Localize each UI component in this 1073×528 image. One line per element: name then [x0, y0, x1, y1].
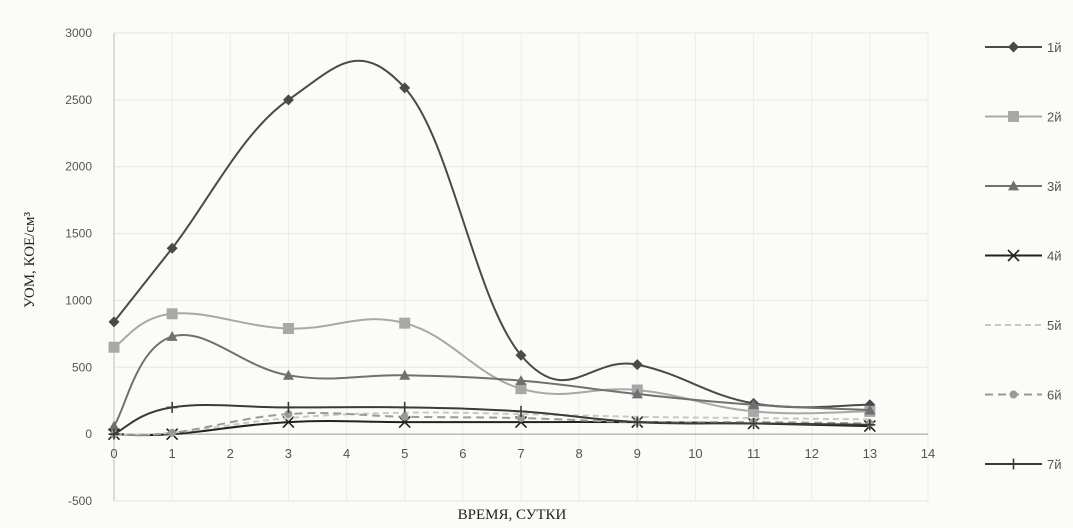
data-point-triangle — [515, 375, 527, 386]
series-line — [113, 411, 870, 436]
data-point-circle — [1009, 390, 1018, 399]
x-tick-label: 0 — [110, 446, 117, 461]
legend-label: 3й — [1047, 179, 1062, 194]
data-point-square — [748, 405, 760, 417]
data-point-plus — [166, 401, 178, 413]
series-7 — [108, 401, 876, 440]
legend-label: 6й — [1047, 388, 1062, 403]
x-tick-label: 7 — [517, 446, 524, 461]
legend: 1й 2й 3й 4й 5й 6й 7й — [985, 40, 1062, 472]
x-tick-label: 11 — [747, 446, 761, 461]
data-point-triangle — [748, 399, 760, 410]
x-tick-label: 2 — [227, 446, 234, 461]
data-point-diamond — [631, 359, 643, 371]
data-point-square — [282, 323, 294, 335]
data-point-plus — [748, 417, 760, 429]
y-tick-label: 2000 — [65, 160, 92, 174]
data-point-circle — [284, 410, 293, 419]
series-line — [113, 404, 870, 436]
series-3 — [108, 331, 876, 431]
data-point-square — [166, 308, 178, 320]
x-tick-label: 1 — [169, 446, 176, 461]
data-point-square — [1008, 111, 1019, 122]
x-tick-label: 8 — [576, 446, 583, 461]
x-tick-label: 3 — [285, 446, 292, 461]
legend-label: 4й — [1047, 249, 1062, 264]
legend-item: 6й — [985, 388, 1062, 403]
data-point-x — [1007, 249, 1020, 262]
data-point-circle — [400, 412, 409, 421]
legend-item: 3й — [985, 179, 1062, 194]
data-point-plus — [108, 428, 120, 440]
x-tick-label: 12 — [804, 446, 818, 461]
data-point-square — [399, 317, 411, 329]
series-line — [113, 412, 870, 436]
data-point-plus — [282, 401, 294, 413]
data-point-plus — [1008, 458, 1019, 470]
data-point-diamond — [166, 242, 178, 254]
data-point-x — [398, 416, 411, 429]
series-2 — [108, 308, 876, 417]
data-point-triangle — [399, 369, 411, 380]
data-point-triangle — [108, 420, 120, 431]
data-point-diamond — [515, 349, 527, 361]
data-point-triangle — [864, 404, 876, 415]
series-5 — [113, 411, 870, 436]
data-point-triangle — [166, 331, 178, 341]
data-point-diamond — [399, 82, 411, 94]
y-tick-label: -500 — [68, 494, 92, 508]
series-1 — [108, 59, 876, 411]
series-line — [113, 312, 870, 415]
legend-label: 1й — [1047, 40, 1062, 55]
legend-item: 7й — [985, 457, 1062, 472]
gridlines — [114, 32, 929, 502]
y-tick-label: 1500 — [65, 227, 92, 241]
data-point-square — [108, 341, 120, 353]
x-tick-label: 9 — [634, 446, 641, 461]
x-tick-label: 13 — [863, 446, 877, 461]
x-tick-label: 10 — [688, 446, 702, 461]
x-tick-label: 4 — [343, 446, 350, 461]
data-point-triangle — [282, 369, 294, 380]
y-axis-title: УОМ, КОЕ/см³ — [22, 212, 38, 308]
data-point-diamond — [108, 316, 120, 328]
data-point-triangle — [1008, 180, 1019, 191]
legend-item: 1й — [985, 40, 1062, 55]
data-point-plus — [631, 416, 643, 428]
legend-item: 5й — [985, 318, 1062, 333]
series-4 — [107, 416, 876, 441]
data-point-circle — [168, 428, 177, 437]
legend-label: 5й — [1047, 318, 1062, 333]
y-tick-label: 1000 — [65, 293, 92, 307]
legend-item: 4й — [985, 249, 1062, 264]
legend-item: 2й — [985, 110, 1062, 125]
y-tick-label: 3000 — [65, 26, 92, 40]
y-tick-label: 2500 — [65, 93, 92, 107]
data-point-square — [515, 383, 527, 395]
y-tick-label: 0 — [85, 427, 92, 441]
data-point-circle — [517, 414, 525, 423]
data-point-plus — [864, 419, 876, 431]
data-point-plus — [399, 401, 411, 413]
data-point-plus — [515, 405, 527, 417]
x-tick-label: 5 — [401, 446, 408, 461]
legend-label: 2й — [1047, 110, 1062, 125]
x-tick-label: 6 — [459, 446, 466, 461]
data-point-diamond — [1008, 41, 1019, 53]
data-point-triangle — [631, 388, 643, 399]
legend-label: 7й — [1047, 457, 1062, 472]
series-lines — [107, 59, 876, 441]
series-line — [113, 334, 870, 427]
series-line — [113, 59, 870, 409]
x-axis-title: ВРЕМЯ, СУТКИ — [458, 507, 567, 523]
y-tick-label: 500 — [72, 360, 92, 374]
data-point-diamond — [282, 94, 294, 106]
x-tick-label: 14 — [921, 446, 935, 461]
